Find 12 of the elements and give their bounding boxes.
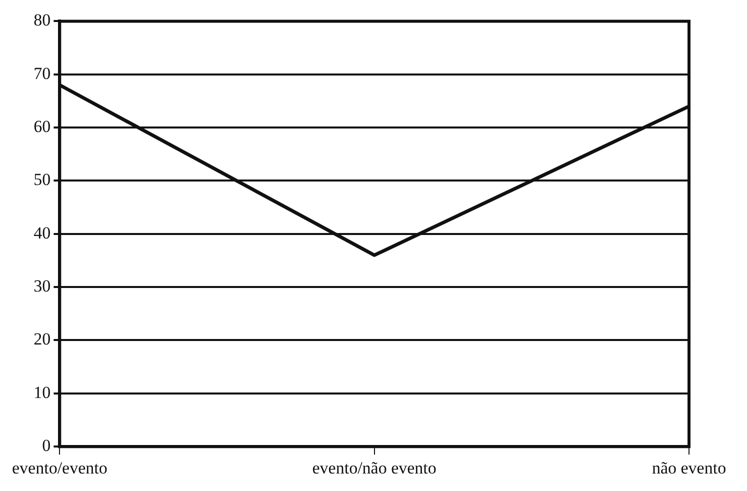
y-tick-label: 50 (34, 170, 51, 190)
y-tick-label: 10 (34, 382, 51, 402)
y-tick-label: 70 (34, 64, 51, 83)
x-tick-label: não evento (652, 458, 726, 478)
y-tick-label: 40 (34, 223, 51, 242)
y-tick-label: 60 (34, 117, 51, 136)
y-tick-label: 30 (34, 276, 51, 296)
y-tick-label: 80 (34, 10, 51, 30)
y-tick-label: 20 (34, 330, 51, 349)
x-tick-label: evento/não evento (312, 458, 436, 478)
x-tick-label: evento/evento (12, 458, 108, 478)
y-tick-label: 0 (42, 436, 51, 456)
